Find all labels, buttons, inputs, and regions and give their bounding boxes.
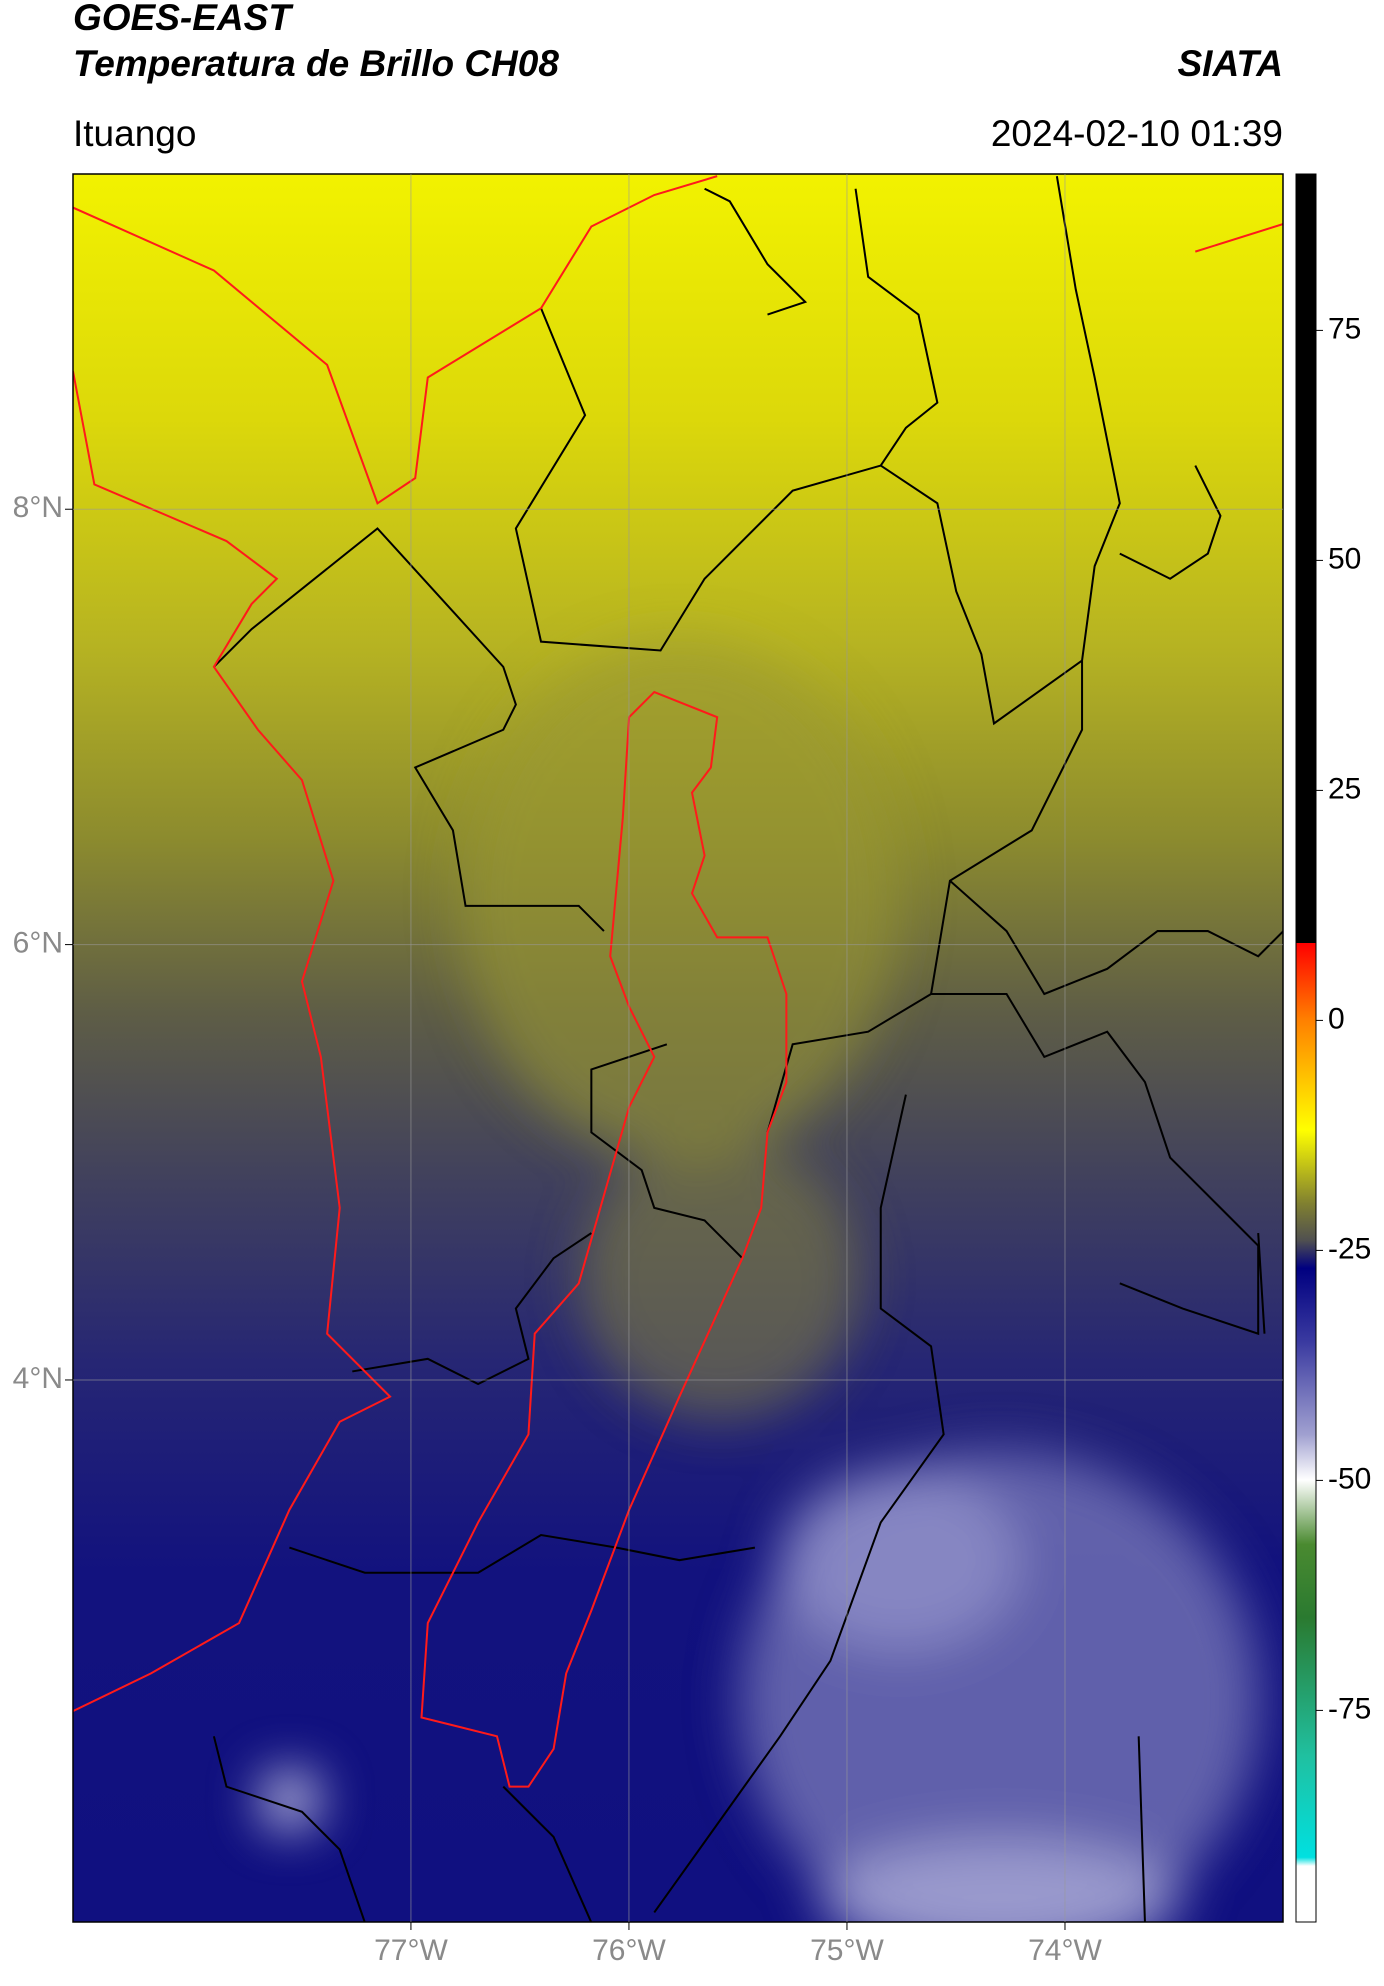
colorbar-tick-label: 0	[1328, 1002, 1345, 1035]
x-tick-label: 77°W	[374, 1934, 448, 1967]
title: GOES-EAST	[73, 0, 294, 38]
source: SIATA	[1177, 43, 1283, 84]
colorbar	[1295, 173, 1317, 1923]
colorbar-tick-label: -25	[1328, 1232, 1371, 1265]
x-tick-label: 76°W	[592, 1934, 666, 1967]
colorbar-tick-label: -75	[1328, 1692, 1371, 1725]
y-tick-label: 4°N	[13, 1362, 63, 1395]
map-image	[73, 174, 1283, 1922]
map-frame	[72, 173, 1284, 1923]
y-tick-label: 8°N	[13, 491, 63, 524]
colorbar-tick-label: -50	[1328, 1462, 1371, 1495]
colorbar-tick-label: 25	[1328, 772, 1361, 805]
datetime: 2024-02-10 01:39	[991, 113, 1283, 154]
location: Ituango	[73, 113, 196, 154]
x-tick-label: 74°W	[1028, 1934, 1102, 1967]
colorbar-tick-label: 50	[1328, 542, 1361, 575]
subtitle: Temperatura de Brillo CH08	[73, 43, 559, 84]
x-tick-label: 75°W	[810, 1934, 884, 1967]
y-tick-label: 6°N	[13, 927, 63, 960]
colorbar-tick-label: 75	[1328, 312, 1361, 345]
